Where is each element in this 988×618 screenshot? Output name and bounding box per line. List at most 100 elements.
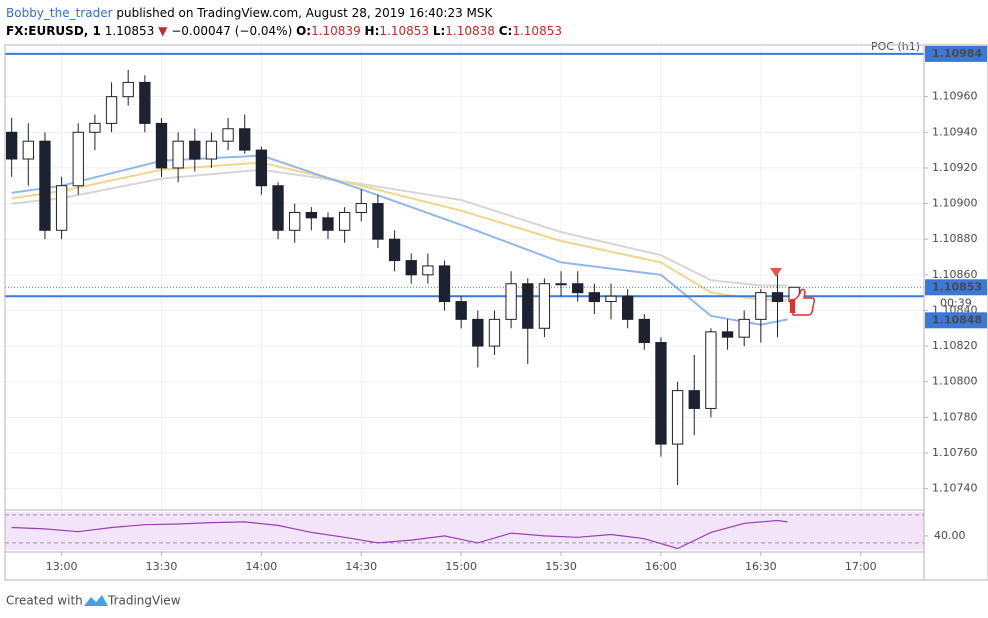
candle-body: [239, 128, 251, 151]
candle-body: [105, 96, 118, 124]
candle-body: [388, 238, 401, 262]
rsi-band-fill: [5, 512, 924, 550]
x-tick-label: 16:00: [645, 560, 677, 573]
candle-body: [5, 131, 18, 160]
candle-body: [488, 318, 501, 347]
y-tick-label: 1.10920: [932, 161, 978, 174]
candle-body: [472, 318, 484, 347]
moving-average: [11, 161, 788, 301]
rsi-pane: [5, 514, 924, 550]
candle-body: [355, 203, 367, 213]
last-price: 1.10853: [105, 24, 155, 38]
y-tick-label: 1.10800: [932, 375, 978, 388]
candle-body: [305, 211, 317, 219]
level-label: 1.10984: [932, 47, 982, 60]
price-label-box: [925, 279, 987, 296]
candle-body: [638, 318, 650, 344]
header-line-2: FX:EURUSD, 1 1.10853 ▼ −0.00047 (−0.04%)…: [6, 24, 562, 38]
candle-body: [222, 128, 234, 142]
y-tick-label: 1.10960: [932, 90, 978, 103]
x-tick-label: 16:30: [745, 560, 777, 573]
x-tick-label: 13:00: [46, 560, 78, 573]
y-tick-label: 1.10780: [932, 410, 978, 423]
y-tick-label: 1.10820: [932, 339, 978, 352]
candle-body: [72, 131, 84, 187]
x-tick-label: 14:30: [345, 560, 377, 573]
candle-body: [755, 292, 767, 320]
x-tick-label: 13:30: [146, 560, 178, 573]
candle-body: [122, 81, 134, 98]
candle-body: [538, 283, 551, 329]
candle-body: [655, 342, 667, 445]
level-name: POC (h1): [871, 40, 920, 53]
candle-body: [405, 260, 417, 276]
x-tick-label: 15:30: [545, 560, 577, 573]
ohlc-label: H:: [365, 24, 380, 38]
candle-body: [55, 185, 68, 231]
y-tick-label: 1.10760: [932, 446, 978, 459]
ohlc-label: O:: [296, 24, 311, 38]
candle-body: [322, 217, 334, 231]
ohlc-label: C:: [499, 24, 513, 38]
x-tick-label: 17:00: [845, 560, 877, 573]
axes: 1.10740 1.10760 1.10780 1.10800 1.10820 1.108…: [46, 45, 987, 573]
published: published on TradingView.com, August 28,…: [116, 6, 493, 20]
candle-body: [89, 122, 101, 133]
candle-body: [172, 140, 184, 169]
y-tick-label: 1.10900: [932, 197, 978, 210]
candle-body: [455, 301, 467, 320]
y-tick-label: 1.10880: [932, 232, 978, 245]
candle-body: [438, 265, 451, 303]
frame: [4, 44, 988, 581]
candle-body: [22, 140, 34, 160]
price-label: 1.10853: [932, 280, 982, 293]
candle-body: [205, 140, 218, 160]
y-tick-label: 1.10740: [932, 482, 978, 495]
candle-body: [189, 140, 201, 160]
header-line-1: Bobby_the_trader published on TradingVie…: [6, 6, 494, 20]
candle-body: [522, 283, 534, 329]
y-tick-label: 1.10860: [932, 268, 978, 281]
x-tick-label: 15:00: [445, 560, 477, 573]
candle-body: [372, 203, 384, 240]
candle-body: [705, 331, 717, 409]
thumbs-up-icon: [792, 288, 815, 316]
level-label-box: [925, 312, 987, 329]
footer-brand: TradingView: [107, 594, 181, 608]
moving-average: [11, 168, 788, 287]
candle-body: [272, 185, 284, 231]
sell-marker: [770, 268, 782, 277]
level-label: 1.10848: [932, 313, 982, 326]
candle-body: [688, 390, 700, 409]
candle-body: [621, 295, 634, 320]
rsi-line: [11, 519, 788, 550]
candle-body: [422, 265, 434, 276]
ohlc: O:1.10839 H:1.10853 L:1.10838 C:1.10853: [296, 24, 562, 38]
change-arrow: ▼: [158, 24, 168, 38]
level-label-box: [925, 45, 987, 62]
symbol: FX:EURUSD, 1: [6, 24, 101, 38]
candle-body: [671, 390, 684, 445]
ohlc-value: 1.10838: [445, 24, 495, 38]
candle-body: [771, 292, 784, 303]
ohlc-value: 1.10853: [512, 24, 562, 38]
candle-body: [338, 211, 351, 231]
author: Bobby_the_trader: [6, 6, 113, 20]
thumbs-up-cuff: [790, 299, 795, 313]
candle-body: [555, 283, 567, 286]
candle-body: [289, 211, 301, 231]
candle-body: [155, 122, 168, 169]
candle-body: [572, 283, 584, 294]
candle-body: [588, 292, 601, 303]
candle-body: [738, 318, 750, 338]
candle-body: [605, 295, 617, 303]
ohlc-value: 1.10853: [379, 24, 429, 38]
x-tick-label: 14:00: [246, 560, 278, 573]
moving-average: [11, 154, 788, 326]
y-tick-label: 1.10940: [932, 125, 978, 138]
grid: [5, 45, 924, 552]
footer-created: Created with: [6, 594, 83, 608]
candle-body: [139, 81, 151, 124]
ohlc-label: L:: [433, 24, 445, 38]
